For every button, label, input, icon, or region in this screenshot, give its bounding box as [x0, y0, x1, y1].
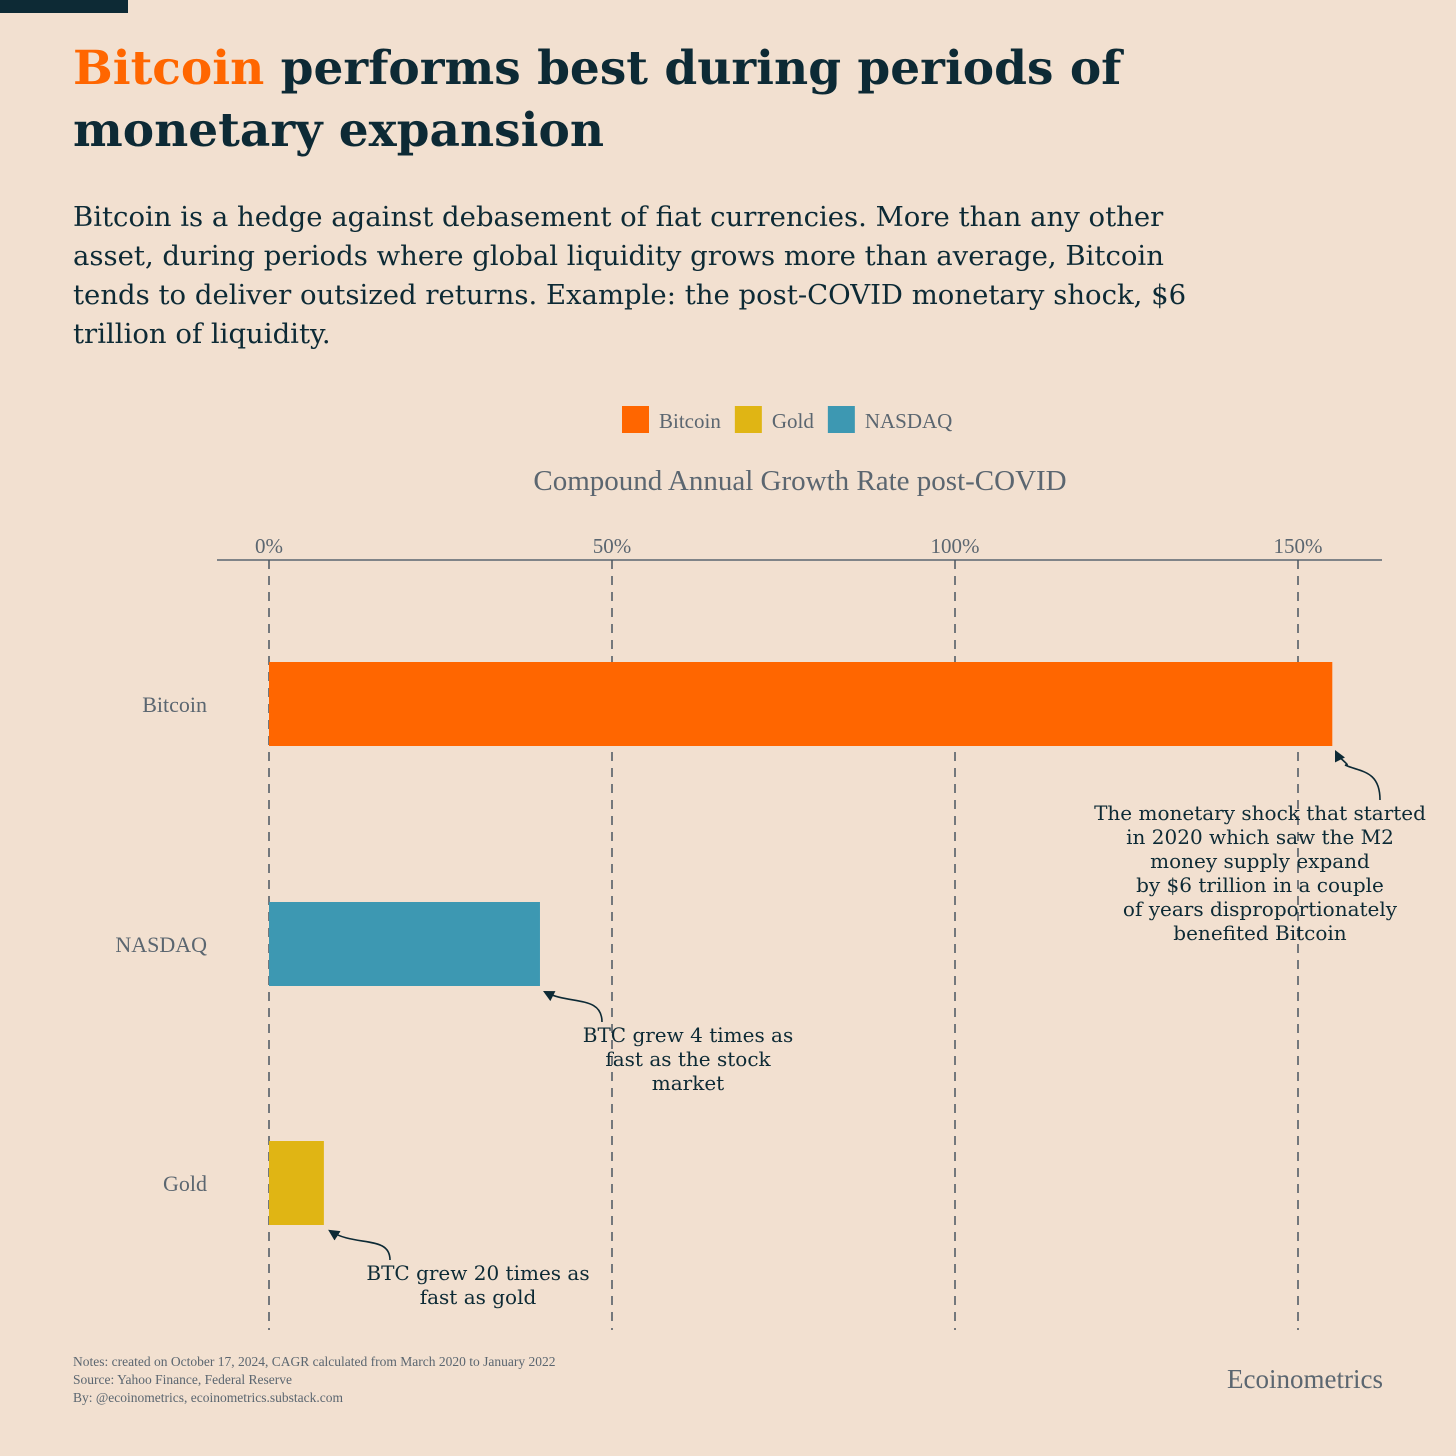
annotation-arrow	[1334, 749, 1381, 801]
source-line: Source: Yahoo Finance, Federal Reserve	[73, 1372, 292, 1387]
bar-bitcoin	[269, 662, 1333, 746]
notes: Notes: created on October 17, 2024, CAGR…	[73, 1353, 556, 1407]
annotation-text: BTC grew 4 times as	[583, 1023, 794, 1047]
category-label: NASDAQ	[115, 932, 207, 957]
legend-label: Gold	[772, 409, 815, 433]
category-label: Gold	[163, 1171, 207, 1196]
x-tick-label: 0%	[255, 534, 283, 558]
annotation-text: by $6 trillion in a couple	[1136, 873, 1384, 897]
legend-swatch	[622, 406, 649, 433]
legend-label: NASDAQ	[865, 409, 953, 433]
title-rest: performs best during periods of	[264, 41, 1122, 96]
annotation-text: market	[652, 1071, 724, 1095]
title-line2: monetary expansion	[73, 103, 604, 158]
bar-nasdaq	[269, 902, 540, 986]
annotation-text: benefited Bitcoin	[1173, 921, 1346, 945]
annotation-text: fast as the stock	[605, 1047, 771, 1071]
annotation-text: BTC grew 20 times as	[366, 1261, 589, 1285]
annotation-text: The monetary shock that started	[1094, 801, 1426, 825]
x-tick-label: 100%	[931, 534, 980, 558]
category-label: Bitcoin	[142, 692, 207, 717]
chart-title: Compound Annual Growth Rate post-COVID	[533, 465, 1066, 497]
notes-line: Notes: created on October 17, 2024, CAGR…	[73, 1354, 556, 1369]
annotation-text: of years disproportionately	[1123, 897, 1398, 921]
annotation-text: money supply expand	[1150, 849, 1370, 873]
legend-label: Bitcoin	[659, 409, 721, 433]
annotation-text: fast as gold	[420, 1285, 537, 1309]
top-accent-bar	[0, 0, 128, 13]
brand-logo: Ecoinometrics	[1227, 1364, 1383, 1394]
page-title: Bitcoin performs best during periods of m…	[73, 38, 1373, 162]
x-tick-label: 50%	[593, 534, 632, 558]
legend-swatch	[734, 406, 762, 433]
byline: By: @ecoinometrics, ecoinometrics.substa…	[73, 1390, 343, 1405]
x-tick-label: 150%	[1274, 534, 1323, 558]
subtitle: Bitcoin is a hedge against debasement of…	[73, 201, 1187, 350]
bar-gold	[269, 1141, 324, 1225]
title-highlight: Bitcoin	[73, 41, 265, 96]
annotation-arrow	[328, 1229, 391, 1261]
annotation-arrow	[543, 990, 603, 1023]
legend-swatch	[827, 406, 855, 433]
annotation-text: in 2020 which saw the M2	[1126, 825, 1394, 849]
